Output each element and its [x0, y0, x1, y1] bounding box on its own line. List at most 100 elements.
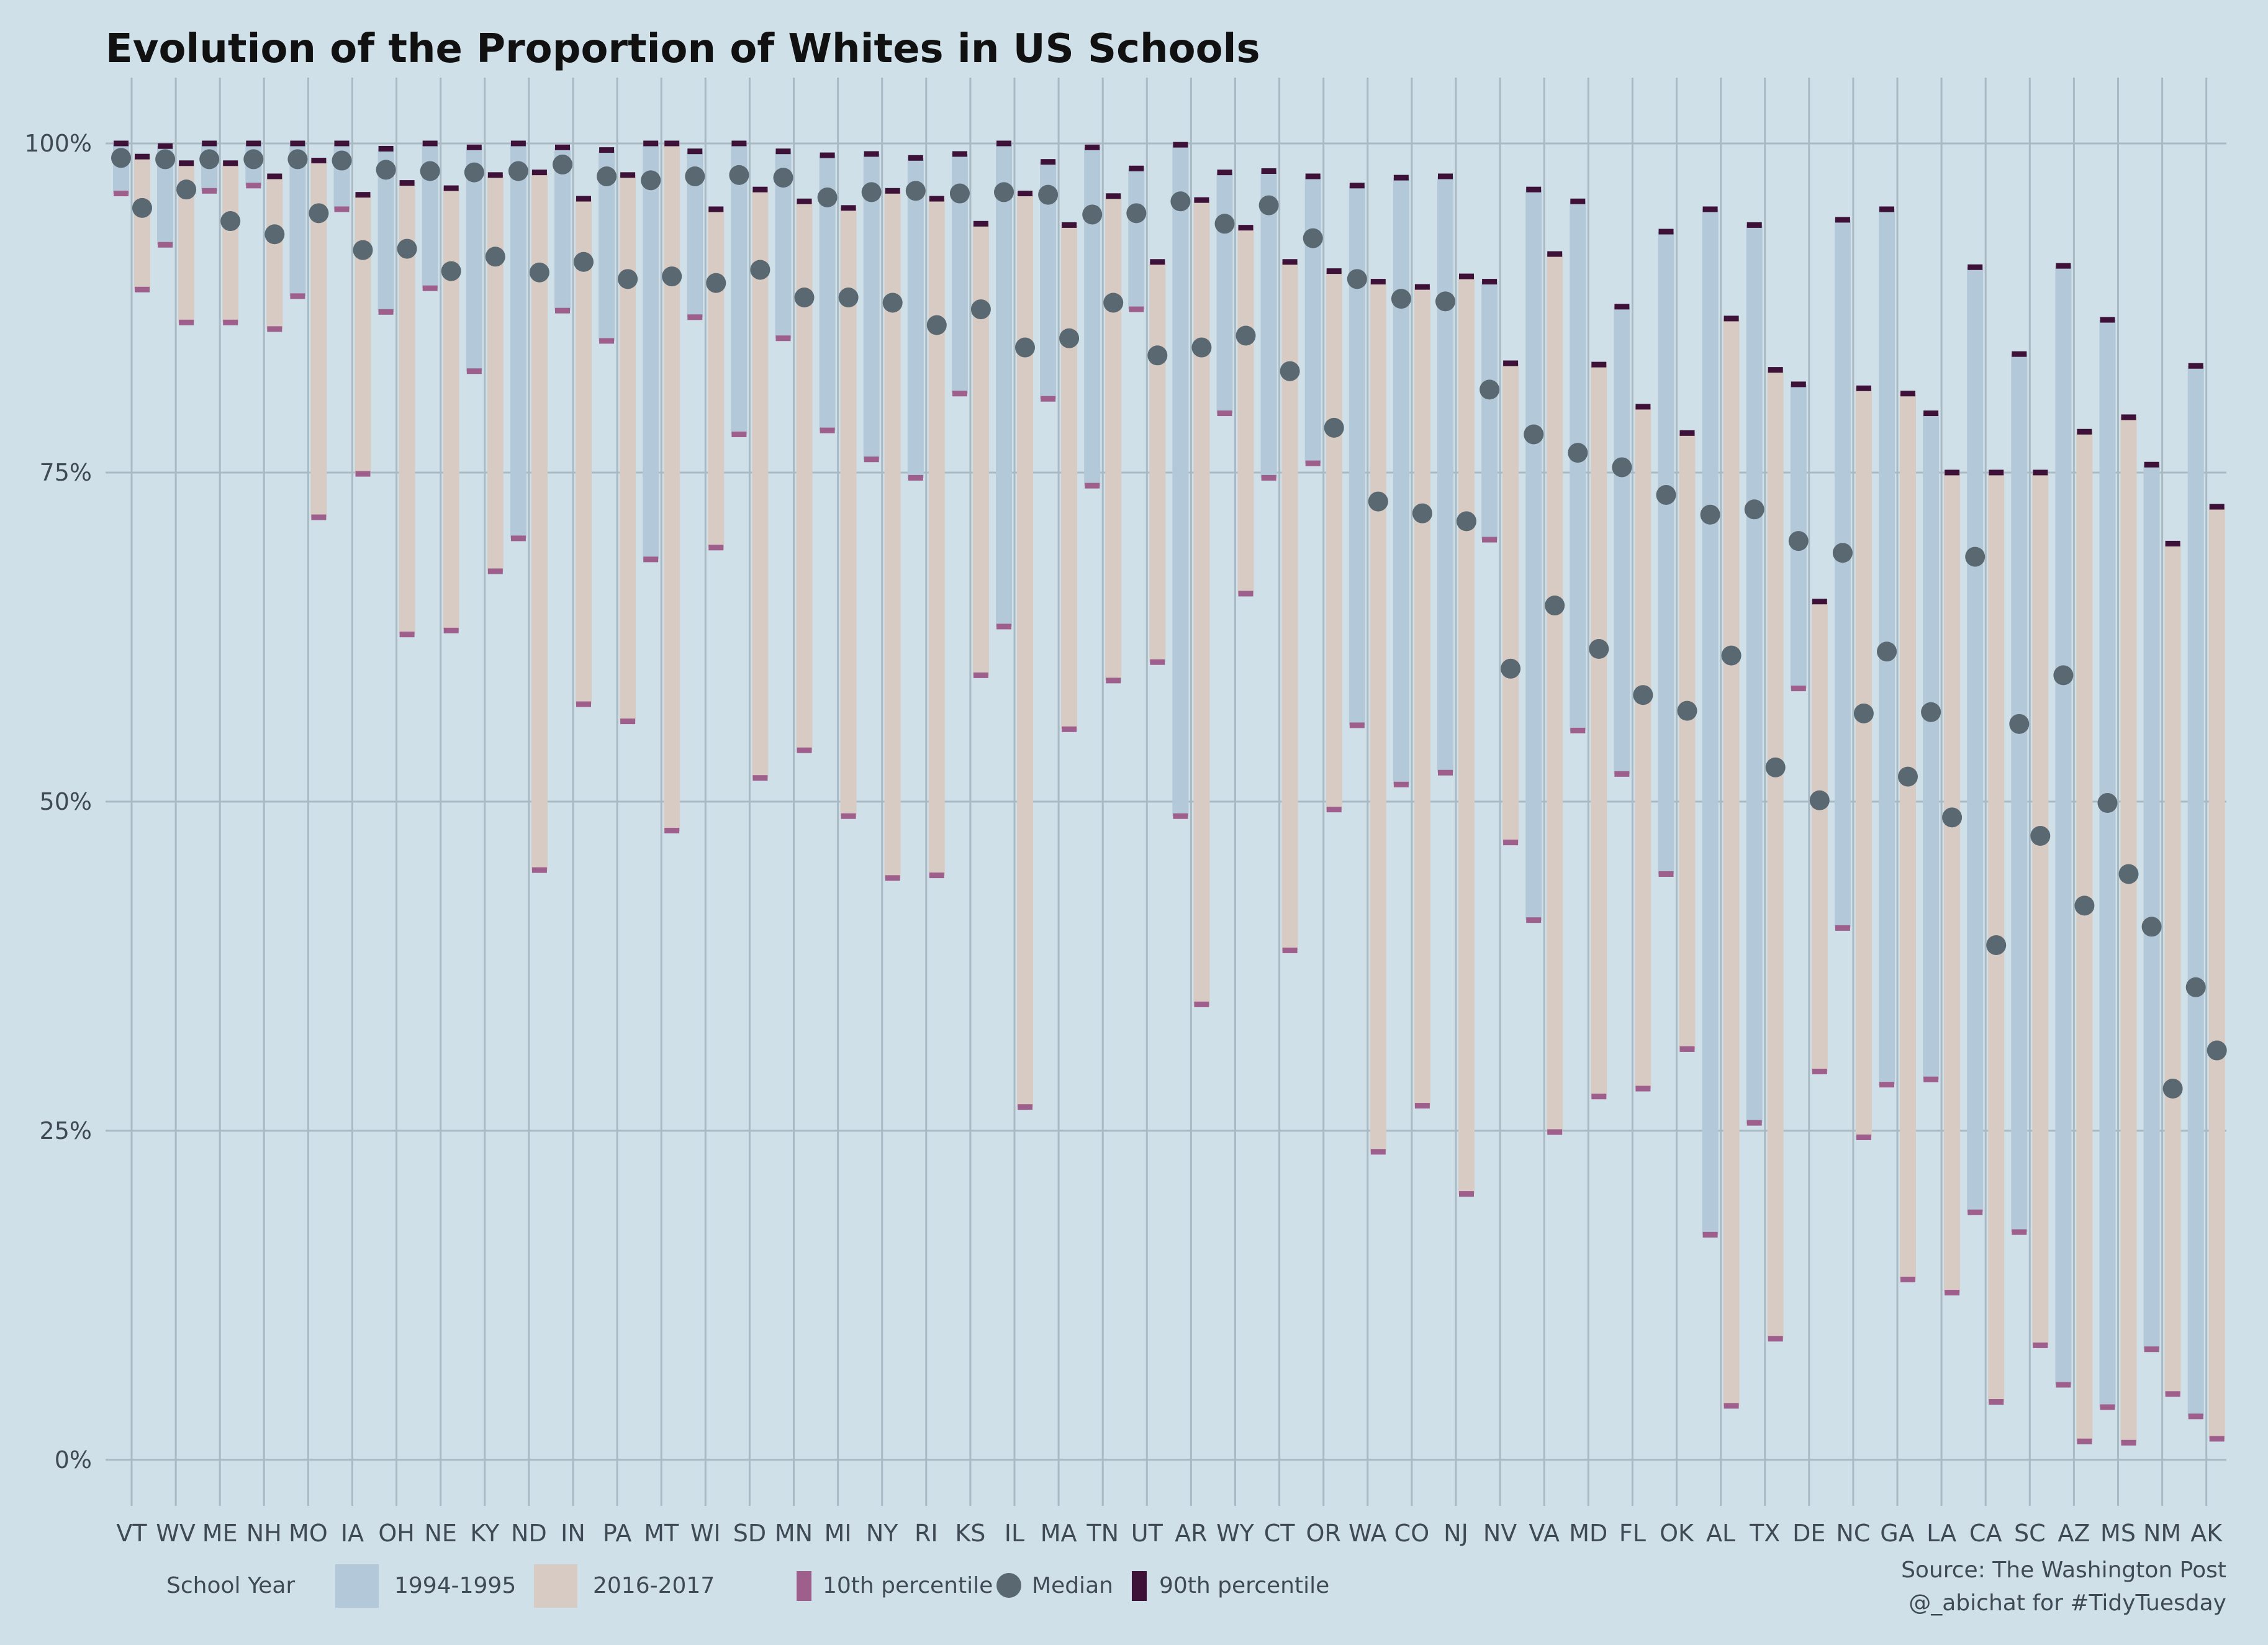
- median-point-2016-WI: [706, 273, 726, 293]
- p10-marker-1994-MA: [1041, 396, 1056, 402]
- p90-marker-2016-VT: [135, 153, 150, 160]
- p10-marker-1994-MD: [1570, 727, 1586, 733]
- range-bar-2016-NE: [443, 188, 459, 631]
- x-tick-label-NE: NE: [424, 1520, 456, 1547]
- median-point-2016-NY: [882, 292, 903, 313]
- p90-marker-1994-CT: [1261, 168, 1276, 174]
- median-point-1994-AK: [2185, 977, 2206, 997]
- p10-marker-2016-OR: [1326, 807, 1342, 813]
- range-bar-2016-WI: [708, 209, 725, 548]
- median-point-2016-NH: [264, 224, 285, 245]
- x-tick-label-IN: IN: [561, 1520, 585, 1547]
- median-point-2016-MN: [794, 288, 815, 308]
- range-bar-2016-ME: [222, 163, 239, 323]
- p10-marker-1994-TX: [1746, 1120, 1762, 1126]
- range-bar-2016-AL: [1723, 318, 1740, 1406]
- p90-marker-2016-ND: [531, 170, 547, 176]
- p10-marker-2016-NC: [1856, 1134, 1871, 1140]
- median-point-1994-MI: [817, 187, 838, 207]
- median-point-1994-ND: [508, 161, 528, 181]
- median-point-1994-OH: [376, 160, 396, 180]
- median-point-1994-LA: [1921, 702, 1941, 722]
- x-tick-label-CA: CA: [1969, 1520, 2002, 1547]
- p10-marker-1994-ME: [202, 188, 217, 194]
- x-tick-label-SC: SC: [2014, 1520, 2046, 1547]
- p10-marker-1994-WI: [687, 314, 703, 320]
- median-point-1994-NE: [420, 161, 440, 181]
- x-tick-label-MI: MI: [825, 1520, 852, 1547]
- p10-marker-2016-MN: [797, 747, 812, 753]
- p10-marker-1994-NM: [2144, 1346, 2159, 1353]
- legend-label-median: Median: [1032, 1573, 1113, 1598]
- p10-marker-2016-NY: [885, 875, 900, 881]
- legend: School Year 1994-1995 2016-2017 10th per…: [166, 1564, 1329, 1608]
- p10-marker-1994-NH: [246, 183, 261, 189]
- legend-swatch-p10: [797, 1571, 811, 1601]
- p90-marker-2016-AZ: [2077, 428, 2092, 435]
- range-bar-2016-MI: [840, 207, 857, 817]
- p90-marker-1994-DE: [1791, 381, 1806, 387]
- range-bar-1994-KY: [466, 147, 482, 371]
- range-bar-2016-PA: [620, 174, 636, 722]
- range-bar-1994-AL: [1702, 209, 1719, 1235]
- range-bar-2016-DE: [1811, 601, 1828, 1072]
- p10-marker-1994-IN: [555, 307, 570, 314]
- p90-marker-2016-RI: [929, 196, 944, 202]
- x-tick-label-NM: NM: [2143, 1520, 2181, 1547]
- p90-marker-2016-OR: [1326, 268, 1342, 274]
- range-bar-2016-MS: [2120, 417, 2137, 1443]
- x-tick-label-OH: OH: [378, 1520, 414, 1547]
- x-tick-label-CT: CT: [1264, 1520, 1296, 1547]
- p10-marker-2016-NJ: [1459, 1191, 1474, 1197]
- p90-marker-1994-PA: [599, 147, 615, 153]
- p90-marker-2016-IN: [576, 196, 591, 202]
- p90-marker-1994-NV: [1482, 279, 1498, 285]
- median-point-1994-MT: [641, 170, 661, 191]
- p10-marker-1994-LA: [1923, 1076, 1939, 1082]
- median-point-2016-ME: [220, 211, 241, 232]
- p10-marker-1994-OR: [1305, 460, 1321, 466]
- median-point-2016-FL: [1633, 685, 1653, 705]
- p90-marker-1994-LA: [1923, 410, 1939, 417]
- p10-marker-2016-SC: [2033, 1342, 2048, 1348]
- median-point-2016-UT: [1147, 345, 1168, 366]
- range-bar-1994-NJ: [1437, 176, 1453, 773]
- median-point-2016-SD: [750, 260, 770, 280]
- range-bar-2016-MT: [664, 143, 680, 831]
- y-tick-label: 0%: [55, 1446, 92, 1474]
- x-tick-label-AK: AK: [2190, 1520, 2223, 1547]
- range-bar-2016-WY: [1237, 227, 1254, 594]
- p10-marker-2016-MA: [1062, 726, 1077, 732]
- median-point-2016-WY: [1236, 325, 1256, 346]
- p90-marker-1994-WY: [1217, 170, 1232, 176]
- p10-marker-1994-NJ: [1438, 769, 1453, 776]
- p10-marker-1994-PA: [599, 338, 615, 344]
- p90-marker-1994-AL: [1702, 206, 1718, 212]
- p90-marker-1994-RI: [908, 155, 923, 161]
- p90-marker-2016-CT: [1282, 259, 1298, 265]
- p90-marker-1994-AZ: [2056, 263, 2071, 269]
- range-bar-2016-SC: [2032, 472, 2049, 1346]
- p90-marker-2016-MS: [2121, 414, 2136, 420]
- p10-marker-2016-NV: [1503, 840, 1519, 846]
- median-point-2016-IA: [353, 240, 373, 260]
- range-bar-2016-ND: [531, 172, 548, 871]
- p10-marker-1994-NC: [1835, 925, 1850, 931]
- p10-marker-1994-AK: [2188, 1413, 2203, 1420]
- p90-marker-2016-NM: [2165, 540, 2180, 546]
- p90-marker-2016-SC: [2033, 469, 2048, 476]
- p90-marker-1994-IN: [555, 144, 570, 150]
- range-bar-2016-NJ: [1458, 276, 1475, 1194]
- p10-marker-1994-VA: [1526, 917, 1542, 923]
- range-bar-1994-RI: [907, 158, 924, 478]
- p90-marker-1994-CO: [1393, 174, 1409, 181]
- median-point-2016-VT: [132, 197, 152, 218]
- p10-marker-2016-WV: [179, 319, 194, 325]
- x-tick-label-NJ: NJ: [1443, 1520, 1468, 1547]
- range-bar-1994-MS: [2099, 320, 2116, 1408]
- range-bar-1994-NV: [1481, 281, 1498, 540]
- p90-marker-2016-CO: [1414, 284, 1430, 290]
- x-tick-label-NV: NV: [1483, 1520, 1517, 1547]
- p90-marker-1994-OR: [1305, 173, 1321, 179]
